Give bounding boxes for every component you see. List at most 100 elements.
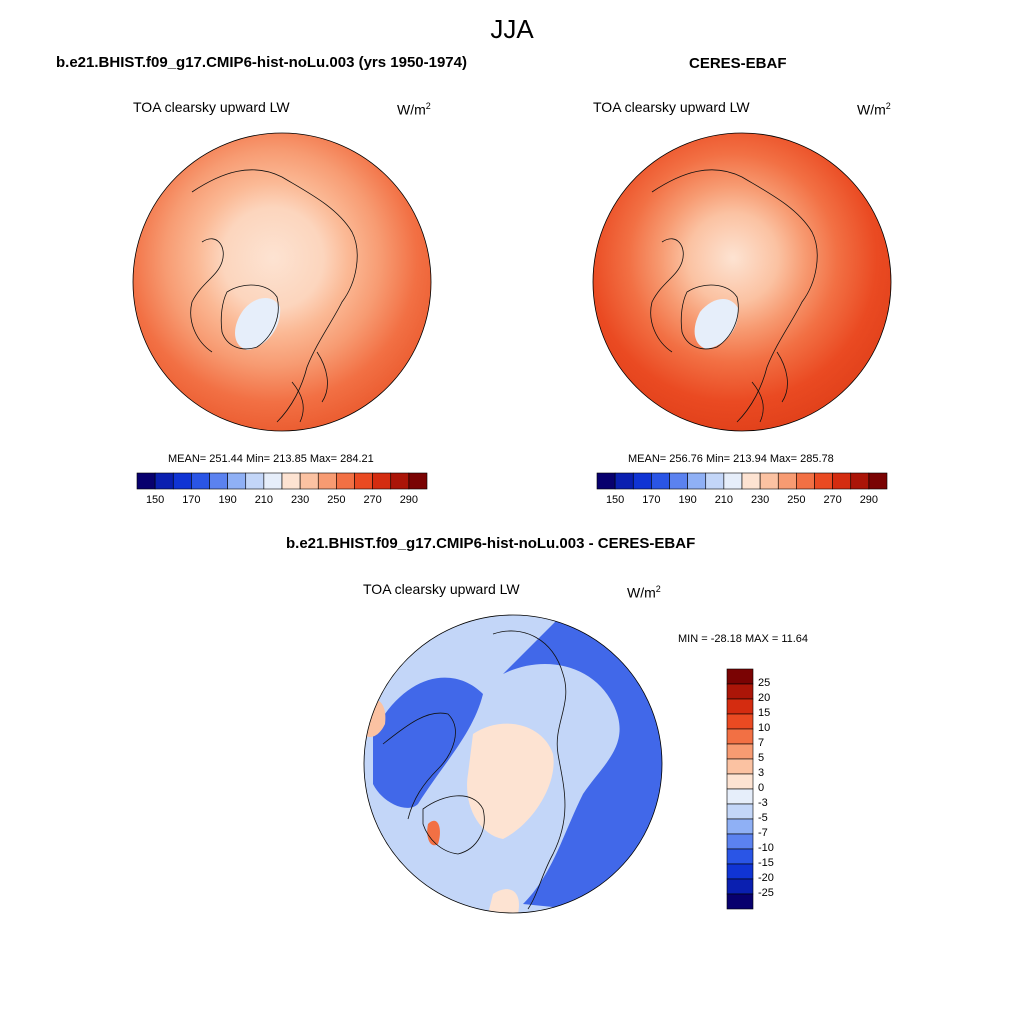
colorbar-swatch (299, 472, 319, 490)
coastline (191, 169, 358, 423)
coastline (751, 351, 788, 423)
colorbar-tick-label: -10 (758, 842, 774, 854)
panel-2-colorbar (596, 472, 888, 490)
coastline (651, 169, 818, 423)
diff-units: W/m2 (627, 584, 661, 601)
colorbar-tick-label: 190 (218, 494, 237, 506)
panel-2-map (592, 132, 892, 432)
colorbar-swatch (281, 472, 301, 490)
colorbar-tick-label: 10 (758, 722, 771, 734)
colorbar-swatch (136, 472, 156, 490)
coastline (190, 238, 224, 353)
coastline (680, 284, 739, 350)
colorbar-tick-label: 250 (787, 494, 806, 506)
colorbar-swatch (726, 683, 754, 700)
colorbar-tick-label: -3 (758, 797, 768, 809)
colorbar-tick-label: 210 (254, 494, 274, 506)
negative-region (373, 677, 483, 808)
colorbar-tick-label: 250 (327, 494, 346, 506)
diff-variable: TOA clearsky upward LW (363, 581, 520, 597)
panel-1-colorbar (136, 472, 428, 490)
colorbar-swatch (669, 472, 688, 490)
colorbar-swatch (726, 893, 754, 910)
panel-2-variable: TOA clearsky upward LW (593, 99, 750, 115)
coastline (382, 712, 456, 820)
colorbar-swatch (868, 472, 888, 490)
colorbar-swatch (723, 472, 743, 490)
colorbar-swatch (726, 833, 754, 850)
colorbar-swatch (354, 472, 373, 490)
colorbar-swatch (596, 472, 616, 490)
colorbar-tick-label: -7 (758, 827, 768, 839)
colorbar-swatch (741, 472, 761, 490)
positive-region (427, 820, 440, 846)
colorbar-swatch (209, 472, 228, 490)
colorbar-swatch (726, 788, 754, 805)
colorbar-tick-label: -5 (758, 812, 768, 824)
diff-map (363, 614, 663, 914)
colorbar-tick-label: -20 (758, 872, 774, 884)
colorbar-swatch (154, 472, 174, 490)
colorbar-tick-label: 20 (758, 692, 771, 704)
colorbar-swatch (726, 848, 754, 865)
colorbar-swatch (726, 668, 754, 685)
colorbar-swatch (336, 472, 355, 490)
panel-1-title: b.e21.BHIST.f09_g17.CMIP6-hist-noLu.003 … (56, 54, 467, 71)
colorbar-tick-label: 150 (605, 494, 625, 506)
colorbar-swatch (726, 803, 754, 820)
colorbar-swatch (726, 818, 754, 835)
diff-stats: MIN = -28.18 MAX = 11.64 (678, 633, 809, 645)
colorbar-tick-label: 230 (290, 494, 310, 506)
colorbar-swatch (614, 472, 634, 490)
colorbar-swatch (245, 472, 265, 490)
diff-title: b.e21.BHIST.f09_g17.CMIP6-hist-noLu.003 … (286, 535, 696, 552)
colorbar-tick-label: 7 (758, 737, 765, 749)
colorbar-tick-label: 270 (363, 494, 382, 506)
colorbar-swatch (796, 472, 815, 490)
colorbar-swatch (726, 773, 754, 790)
coastline (220, 284, 279, 350)
colorbar-tick-label: 210 (714, 494, 734, 506)
panel-2-stats: MEAN= 256.76 Min= 213.94 Max= 285.78 (628, 453, 834, 465)
colorbar-tick-label: 5 (758, 752, 765, 764)
colorbar-swatch (191, 472, 210, 490)
colorbar-swatch (705, 472, 725, 490)
colorbar-swatch (227, 472, 247, 490)
coastline (291, 351, 328, 423)
colorbar-swatch (777, 472, 797, 490)
panel-1-map (132, 132, 432, 432)
colorbar-tick-label: 25 (758, 677, 771, 689)
coastline (422, 795, 485, 855)
panel-1-units: W/m2 (397, 101, 431, 118)
colorbar-swatch (726, 698, 754, 715)
colorbar-swatch (390, 472, 410, 490)
colorbar-tick-label: 190 (678, 494, 697, 506)
greenland-ice (694, 298, 739, 349)
colorbar-swatch (263, 472, 283, 490)
colorbar-swatch (726, 878, 754, 895)
colorbar-tick-label: 270 (823, 494, 842, 506)
colorbar-swatch (759, 472, 779, 490)
colorbar-swatch (726, 728, 754, 745)
coastline (492, 630, 567, 910)
colorbar-swatch (726, 713, 754, 730)
colorbar-tick-label: 0 (758, 782, 765, 794)
panel-1-variable: TOA clearsky upward LW (133, 99, 290, 115)
colorbar-swatch (687, 472, 707, 490)
colorbar-tick-label: 3 (758, 767, 765, 779)
panel-1-stats: MEAN= 251.44 Min= 213.85 Max= 284.21 (168, 453, 374, 465)
colorbar-tick-label: 290 (399, 494, 419, 506)
colorbar-swatch (832, 472, 852, 490)
panel-2-units: W/m2 (857, 101, 891, 118)
positive-region (488, 889, 519, 913)
colorbar-tick-label: 15 (758, 707, 771, 719)
colorbar-tick-label: 150 (145, 494, 165, 506)
colorbar-swatch (814, 472, 833, 490)
colorbar-tick-label: 230 (750, 494, 770, 506)
greenland-ice (235, 297, 281, 350)
colorbar-swatch (726, 863, 754, 880)
colorbar-swatch (651, 472, 670, 490)
colorbar-swatch (850, 472, 870, 490)
colorbar-swatch (408, 472, 428, 490)
colorbar-tick-label: -25 (758, 887, 774, 899)
